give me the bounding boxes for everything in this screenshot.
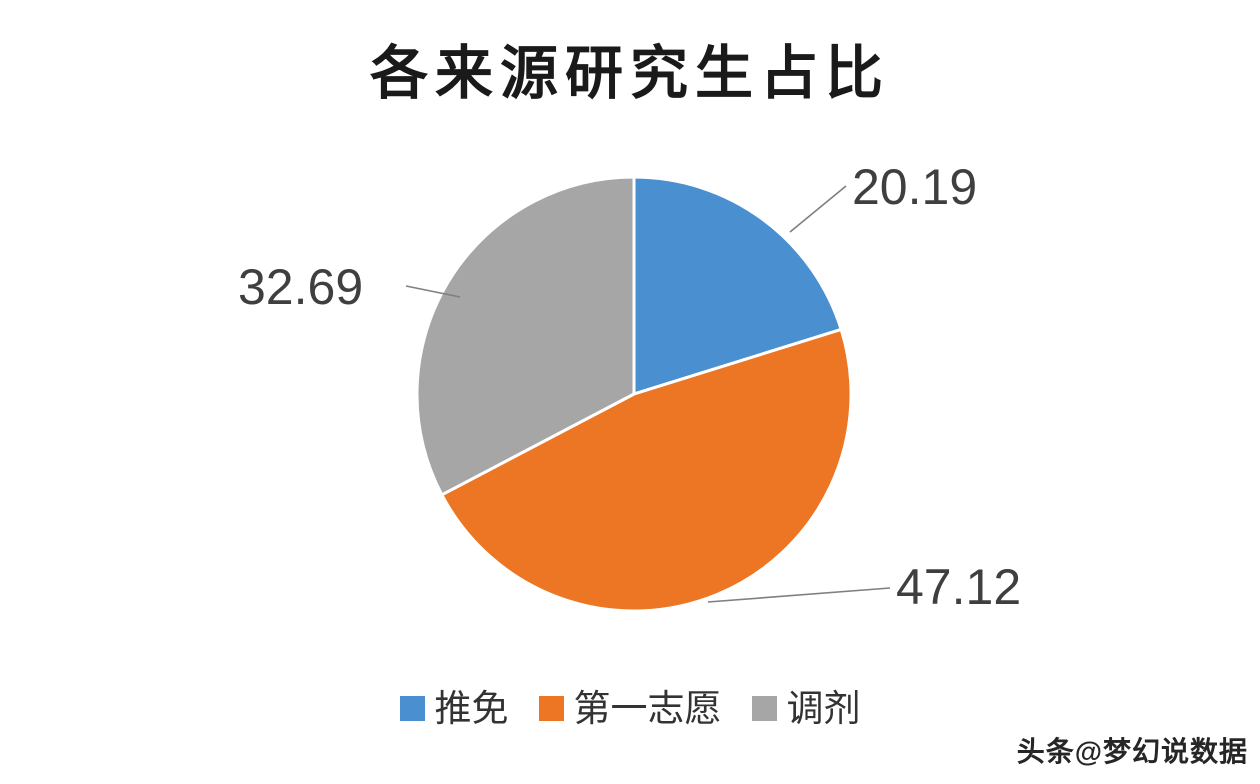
pie-slice-推免 <box>632 175 843 396</box>
legend-label: 第一志愿 <box>573 688 722 729</box>
legend-label: 调剂 <box>786 688 861 729</box>
legend-label: 推免 <box>434 688 509 729</box>
legend-item-tiaoji: 调剂 <box>751 688 861 729</box>
pie-slice-调剂 <box>415 175 636 497</box>
chart-title: 各来源研究生占比 <box>369 41 890 106</box>
legend-swatch-orange <box>538 696 564 721</box>
legend-swatch-blue <box>399 696 425 721</box>
legend-swatch-gray <box>751 696 777 721</box>
data-label-tiaoji: 32.69 <box>238 259 364 315</box>
chart-legend: 推免 第一志愿 调剂 <box>0 690 1260 727</box>
watermark-text: 头条@梦幻说数据 <box>1016 736 1248 767</box>
legend-item-tuimian: 推免 <box>399 688 509 729</box>
legend-item-diyizhiyuan: 第一志愿 <box>538 688 722 729</box>
pie-chart <box>415 175 853 613</box>
data-label-tuimian: 20.19 <box>852 159 978 215</box>
data-label-diyizhiyuan: 47.12 <box>896 559 1022 615</box>
